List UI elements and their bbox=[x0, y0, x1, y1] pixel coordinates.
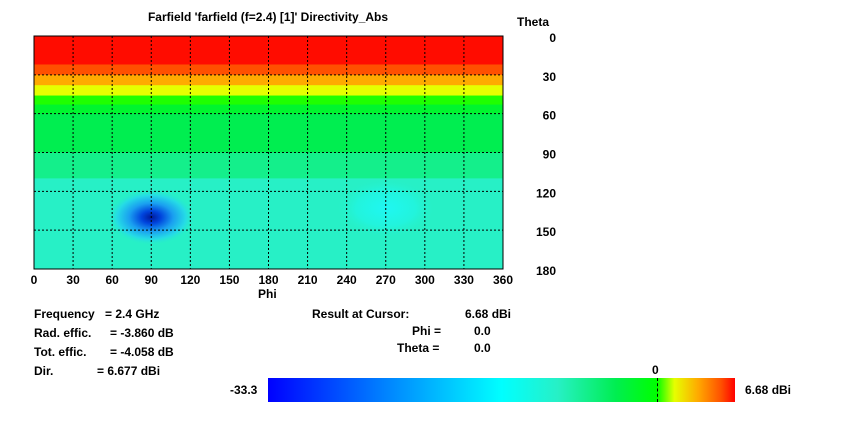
x-tick-label: 270 bbox=[376, 273, 396, 287]
dir-label: Dir. bbox=[34, 364, 54, 378]
cursor-theta-value: 0.0 bbox=[474, 341, 491, 355]
x-tick-label: 30 bbox=[66, 273, 80, 287]
plot-frame bbox=[33, 35, 504, 270]
cursor-phi-label: Phi = bbox=[412, 324, 442, 338]
y-tick-label: 150 bbox=[536, 225, 556, 239]
x-tick-label: 150 bbox=[219, 273, 239, 287]
y-tick-label: 180 bbox=[536, 264, 556, 278]
grid-lines bbox=[34, 36, 503, 269]
x-tick-label: 90 bbox=[145, 273, 159, 287]
y-tick-label: 30 bbox=[543, 70, 557, 84]
chart-title: Farfield 'farfield (f=2.4) [1]' Directiv… bbox=[147, 10, 389, 24]
y-tick-label: 0 bbox=[549, 31, 556, 45]
x-axis-title: Phi bbox=[258, 287, 277, 301]
x-tick-label: 120 bbox=[180, 273, 200, 287]
frequency-label: Frequency bbox=[34, 307, 95, 321]
x-tick-label: 60 bbox=[105, 273, 119, 287]
frequency-value: = 2.4 GHz bbox=[105, 307, 160, 321]
x-tick-label: 180 bbox=[258, 273, 278, 287]
cursor-theta-label: Theta = bbox=[397, 341, 440, 355]
colorbar-marker-label: 0 bbox=[652, 363, 659, 377]
cursor-phi-value: 0.0 bbox=[474, 324, 491, 338]
rad-effic-value: = -3.860 dB bbox=[110, 326, 174, 340]
x-tick-label: 300 bbox=[415, 273, 435, 287]
y-tick-label: 60 bbox=[543, 109, 557, 123]
y-tick-labels: 0 30 60 90 120 150 180 bbox=[536, 31, 556, 278]
cursor-result-label: Result at Cursor: bbox=[312, 307, 410, 321]
x-tick-labels: 0 30 60 90 120 150 180 210 240 270 300 330 360 bbox=[31, 273, 514, 287]
colorbar bbox=[268, 378, 735, 402]
tot-effic-label: Tot. effic. bbox=[34, 345, 87, 359]
x-tick-label: 330 bbox=[454, 273, 474, 287]
rad-effic-label: Rad. effic. bbox=[34, 326, 92, 340]
y-axis-title: Theta bbox=[517, 15, 550, 29]
theta-band bbox=[34, 85, 503, 97]
cursor-result-value: 6.68 dBi bbox=[465, 307, 512, 321]
y-tick-label: 120 bbox=[536, 186, 556, 200]
x-tick-label: 360 bbox=[493, 273, 513, 287]
colorbar-zero-marker bbox=[656, 378, 658, 402]
x-tick-label: 240 bbox=[337, 273, 357, 287]
colorbar-max-label: 6.68 dBi bbox=[745, 383, 792, 397]
x-tick-label: 0 bbox=[31, 273, 38, 287]
y-tick-label: 90 bbox=[543, 148, 557, 162]
dir-value: = 6.677 dBi bbox=[97, 364, 161, 378]
colorbar-min-label: -33.3 bbox=[230, 383, 258, 397]
x-tick-label: 210 bbox=[298, 273, 318, 287]
tot-effic-value: = -4.058 dB bbox=[110, 345, 174, 359]
